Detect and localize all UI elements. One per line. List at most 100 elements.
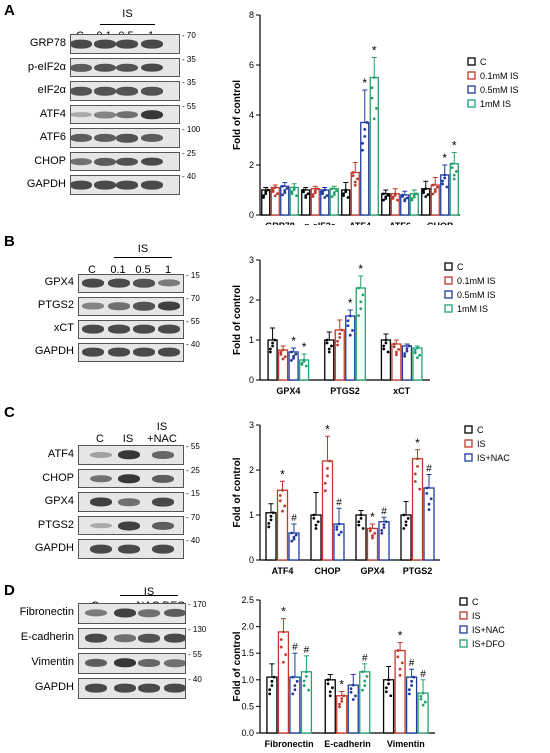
data-point: [373, 531, 377, 535]
legend-label: IS: [472, 611, 481, 621]
data-point: [363, 679, 367, 683]
data-point: [413, 351, 417, 355]
data-point: [443, 176, 447, 180]
data-point: [363, 128, 367, 131]
protein-band: [94, 86, 116, 96]
data-point: [271, 190, 275, 194]
data-point: [281, 357, 285, 361]
data-point: [273, 186, 277, 189]
molecular-weight-marker: - 15: [186, 270, 200, 280]
blot-strip: [78, 652, 186, 674]
treatment-group-label: IS: [143, 586, 155, 598]
significance-hash: #: [291, 513, 297, 524]
molecular-weight-marker: - 15: [186, 489, 200, 499]
data-point: [401, 193, 404, 197]
data-point: [283, 355, 287, 359]
data-point: [413, 472, 417, 476]
data-point: [323, 489, 327, 493]
data-point: [436, 185, 439, 189]
protein-band: [82, 347, 104, 357]
data-point: [433, 188, 437, 191]
molecular-weight-marker: - 55: [188, 649, 202, 659]
blot-strip: [78, 515, 184, 536]
blot-strip: [78, 492, 184, 512]
data-point: [351, 174, 355, 178]
protein-label: GPX4: [44, 495, 74, 507]
data-point: [396, 198, 399, 202]
protein-band: [82, 278, 104, 288]
data-point: [395, 353, 398, 357]
protein-band: [141, 157, 163, 166]
data-point: [292, 537, 296, 541]
molecular-weight-marker: - 70: [182, 31, 196, 41]
significance-star: *: [452, 139, 457, 153]
protein-band: [71, 111, 92, 118]
data-point: [398, 673, 402, 677]
data-point: [292, 535, 296, 539]
molecular-weight-marker: - 25: [186, 465, 200, 475]
protein-band: [94, 39, 116, 49]
protein-band: [71, 86, 92, 96]
molecular-weight-marker: - 35: [182, 78, 196, 88]
protein-label: GAPDH: [34, 681, 74, 693]
data-point: [398, 667, 402, 671]
data-point: [363, 684, 367, 687]
data-point: [336, 343, 339, 347]
significance-star: *: [362, 76, 367, 90]
protein-band: [152, 474, 174, 483]
data-point: [382, 526, 386, 529]
protein-band: [108, 324, 130, 334]
significance-hash: #: [420, 669, 426, 680]
category-label: E-cadherin: [324, 739, 371, 749]
data-point: [357, 314, 360, 317]
data-point: [384, 341, 388, 345]
protein-band: [118, 544, 140, 554]
protein-band: [82, 302, 104, 310]
data-point: [326, 678, 330, 682]
blot-strip: [70, 175, 180, 195]
data-point: [450, 162, 454, 166]
data-point: [365, 675, 369, 678]
data-point: [313, 189, 317, 193]
bar: [405, 676, 418, 734]
bar: [289, 676, 301, 734]
panel-letter-c: C: [4, 404, 15, 421]
data-point: [312, 516, 316, 520]
protein-band: [164, 683, 185, 693]
data-point: [405, 196, 409, 200]
y-tick-label: 0: [249, 210, 254, 220]
significance-star: *: [291, 334, 296, 348]
treatment-bracket: [100, 24, 155, 25]
data-point: [384, 686, 388, 690]
data-point: [410, 197, 414, 200]
y-tick-label: 8: [249, 10, 254, 20]
significance-hash: #: [362, 653, 368, 664]
protein-band: [116, 86, 138, 96]
y-tick-label: 1.0: [241, 675, 254, 685]
blot-strip: [78, 342, 184, 362]
protein-band: [90, 522, 112, 529]
category-label: GPX4: [360, 566, 384, 575]
protein-band: [94, 157, 116, 166]
data-point: [357, 523, 361, 527]
data-point: [325, 338, 329, 342]
data-point: [419, 694, 423, 698]
data-point: [342, 192, 345, 196]
data-point: [441, 179, 444, 183]
data-point: [429, 497, 433, 501]
data-point: [339, 530, 343, 534]
data-point: [384, 520, 388, 524]
protein-band: [94, 133, 116, 143]
data-point: [294, 533, 298, 537]
protein-band: [114, 658, 136, 668]
blot-strip: [70, 128, 180, 148]
molecular-weight-marker: - 100: [182, 125, 201, 135]
data-point: [279, 350, 283, 354]
data-point: [302, 188, 305, 192]
data-point: [272, 675, 276, 679]
y-tick-label: 2.0: [241, 622, 254, 632]
data-point: [281, 184, 284, 188]
data-point: [445, 185, 449, 189]
data-point: [404, 523, 408, 527]
protein-band: [114, 683, 136, 693]
